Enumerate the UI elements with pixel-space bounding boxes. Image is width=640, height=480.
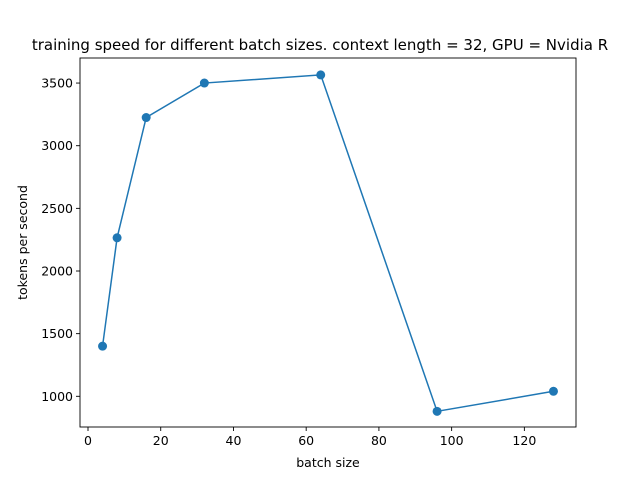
- y-tick-label: 1000: [41, 389, 73, 404]
- x-tick-label: 60: [298, 433, 314, 448]
- data-point-3: [199, 78, 209, 88]
- y-axis: 1000 1500 2000 2500 3000 3500: [41, 76, 80, 404]
- x-tick-label: 100: [440, 433, 464, 448]
- data-point-4: [316, 70, 326, 80]
- data-point-2: [141, 113, 151, 123]
- x-tick-label: 0: [84, 433, 92, 448]
- x-axis: 0 20 40 60 80 100 120: [84, 427, 536, 448]
- data-point-6: [548, 386, 558, 396]
- data-point-0: [98, 341, 108, 351]
- y-axis-label: tokens per second: [15, 185, 30, 300]
- series-line-0: [101, 74, 554, 413]
- chart-title: training speed for different batch sizes…: [32, 36, 608, 54]
- y-tick-label: 3000: [41, 138, 73, 153]
- x-axis-label: batch size: [296, 455, 360, 470]
- x-tick-label: 40: [226, 433, 242, 448]
- x-tick-label: 80: [371, 433, 387, 448]
- plot-area: [98, 70, 558, 416]
- data-point-5: [432, 406, 442, 416]
- axes-frame: [79, 57, 577, 428]
- y-tick-label: 2500: [41, 201, 73, 216]
- x-tick-label: 120: [512, 433, 536, 448]
- y-tick-label: 2000: [41, 264, 73, 279]
- data-point-1: [112, 233, 122, 243]
- y-tick-label: 3500: [41, 76, 73, 91]
- x-tick-label: 20: [153, 433, 169, 448]
- y-tick-label: 1500: [41, 326, 73, 341]
